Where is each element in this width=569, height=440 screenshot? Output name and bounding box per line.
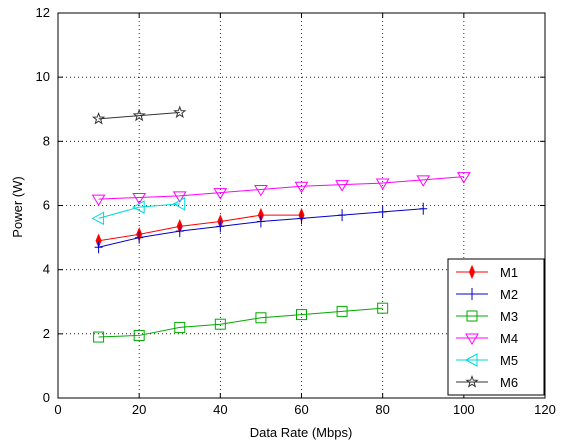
legend-box	[447, 258, 545, 396]
data-point-m3	[93, 331, 105, 343]
data-point-m5	[132, 200, 145, 214]
series-m2	[94, 202, 428, 254]
data-point-m4	[91, 194, 106, 207]
y-tick-label: 0	[43, 390, 50, 405]
series-line-m6	[98, 111, 180, 120]
data-point-m6	[91, 111, 106, 125]
data-point-m6	[173, 105, 187, 119]
legend: M1 M2 M3 M4 M5 M6	[447, 258, 545, 396]
legend-marker	[468, 288, 476, 300]
data-point-m6	[132, 108, 146, 122]
legend-label: M2	[500, 287, 518, 302]
data-point-m4	[294, 181, 309, 194]
data-point-m4	[375, 178, 390, 191]
data-point-m4	[416, 175, 431, 187]
x-tick-label: 20	[132, 402, 146, 417]
data-point-m2	[338, 209, 347, 222]
x-axis-label: Data Rate (Mbps)	[250, 425, 353, 440]
y-axis-label: Power (W)	[10, 176, 25, 237]
data-point-m4	[132, 192, 147, 205]
legend-marker	[465, 333, 479, 345]
series-line-m4	[98, 176, 464, 200]
series-line-m1	[98, 214, 302, 242]
series-m5	[91, 197, 186, 226]
data-point-m2	[216, 220, 225, 233]
data-point-m3	[214, 318, 226, 330]
axes: 0 20 40 60 80 100 120 0 2 4 6 8 10 12	[36, 5, 556, 417]
data-point-m2	[297, 212, 306, 225]
data-point-m4	[335, 180, 349, 192]
legend-entry: M3	[456, 309, 518, 324]
data-point-m2	[135, 231, 144, 244]
series-line-m5	[98, 203, 180, 219]
data-point-m2	[256, 215, 265, 228]
x-tick-label: 40	[213, 402, 227, 417]
data-point-m4	[456, 172, 471, 184]
y-tick-label: 12	[36, 5, 50, 20]
data-point-m3	[377, 302, 389, 314]
legend-label: M1	[500, 265, 518, 280]
y-tick-label: 8	[43, 133, 50, 148]
series-m3	[93, 302, 389, 343]
y-tick-label: 2	[43, 326, 50, 341]
series-lines	[91, 105, 471, 343]
x-tick-label: 120	[534, 402, 556, 417]
legend-marker	[466, 310, 478, 322]
y-tick-label: 4	[43, 262, 50, 277]
data-point-m3	[255, 312, 267, 324]
data-point-m4	[213, 188, 228, 200]
data-point-m5	[91, 211, 105, 226]
data-point-m3	[336, 305, 348, 317]
series-m1	[95, 207, 305, 249]
y-tick-label: 6	[43, 198, 50, 213]
x-tick-label: 80	[375, 402, 389, 417]
grid	[58, 13, 545, 398]
data-point-m3	[296, 309, 307, 321]
series-m6	[91, 105, 187, 125]
legend-label: M5	[500, 353, 518, 368]
y-tick-label: 10	[36, 69, 50, 84]
legend-entry: M5	[456, 353, 518, 368]
legend-marker	[464, 353, 478, 367]
legend-marker	[468, 264, 476, 280]
legend-label: M6	[500, 375, 518, 390]
x-tick-label: 0	[54, 402, 61, 417]
data-point-m2	[419, 202, 428, 215]
data-point-m3	[133, 329, 145, 341]
x-tick-label: 100	[453, 402, 475, 417]
series-line-m3	[98, 307, 383, 338]
data-point-m2	[378, 205, 387, 218]
x-tick-label: 60	[294, 402, 308, 417]
data-point-m3	[174, 321, 186, 333]
legend-entry: M2	[456, 287, 518, 302]
legend-entry: M6	[456, 375, 518, 390]
legend-entry: M1	[456, 264, 518, 280]
data-point-m4	[172, 191, 187, 203]
legend-marker	[465, 375, 479, 388]
legend-entry: M4	[456, 331, 518, 346]
legend-label: M3	[500, 309, 518, 324]
data-point-m2	[175, 225, 184, 238]
data-point-m5	[172, 197, 186, 211]
data-point-m4	[254, 184, 268, 197]
data-point-m2	[94, 241, 103, 254]
legend-label: M4	[500, 331, 518, 346]
series-m4	[91, 172, 471, 207]
